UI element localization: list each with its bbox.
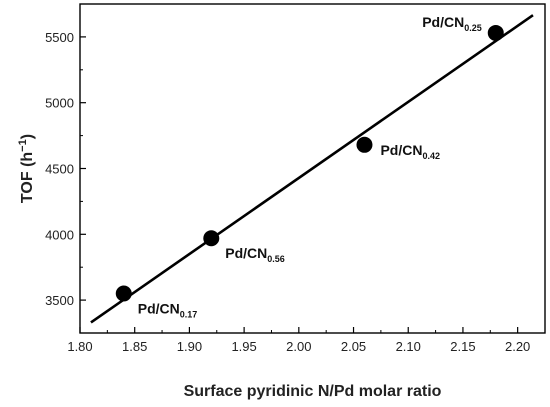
data-points: Pd/CN0.17 Pd/CN0.56 Pd/CN0.42 Pd/CN0.25	[115, 14, 504, 320]
axis-ticks: 1.80 1.85 1.90 1.95 2.00 2.05 2.10 2.15 2.20 3500…	[45, 3, 546, 354]
x-tick-label: 1.95	[231, 339, 256, 354]
data-point-label: Pd/CN0.17	[138, 301, 198, 320]
data-point	[356, 136, 373, 153]
x-tick-label: 1.90	[177, 339, 202, 354]
x-tick-label: 1.80	[67, 339, 92, 354]
x-tick-label: 2.10	[396, 339, 421, 354]
y-tick-label: 5500	[45, 30, 74, 45]
x-tick-label: 2.20	[505, 339, 530, 354]
data-point	[203, 230, 220, 247]
y-axis-label: TOF (h−1)	[17, 134, 36, 203]
fit-line	[90, 14, 534, 324]
x-tick-label: 1.85	[122, 339, 147, 354]
y-tick-label: 5000	[45, 96, 74, 111]
x-tick-label: 2.00	[286, 339, 311, 354]
data-point	[115, 285, 132, 302]
y-tick-label: 4000	[45, 227, 74, 242]
data-point-label: Pd/CN0.56	[225, 245, 285, 264]
data-point-label: Pd/CN0.25	[422, 14, 482, 33]
x-tick-label: 2.05	[341, 339, 366, 354]
data-point-label: Pd/CN0.42	[380, 142, 440, 161]
y-tick-label: 3500	[45, 293, 74, 308]
y-tick-label: 4500	[45, 162, 74, 177]
x-axis-label: Surface pyridinic N/Pd molar ratio	[184, 383, 442, 400]
x-tick-label: 2.15	[450, 339, 475, 354]
data-point	[487, 24, 504, 41]
